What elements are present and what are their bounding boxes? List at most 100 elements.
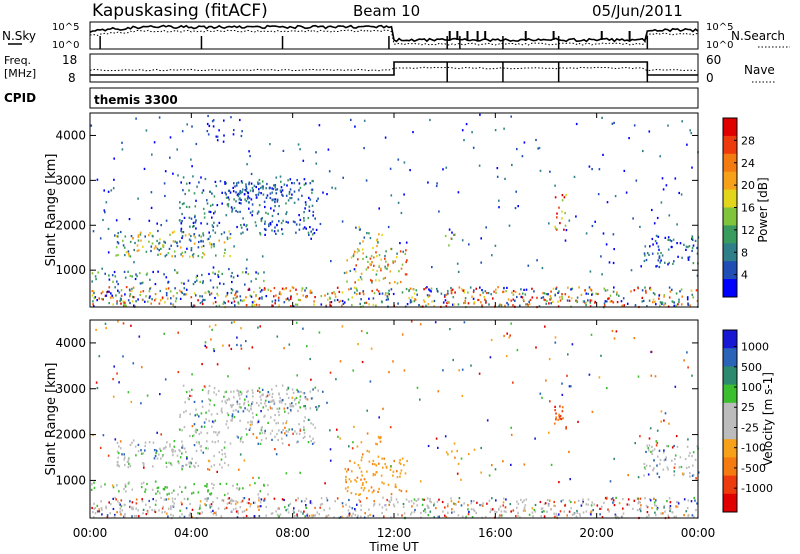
range-cell [561, 194, 564, 197]
range-cell [665, 184, 668, 187]
range-cell [121, 453, 123, 456]
range-cell [197, 491, 200, 494]
range-cell [239, 440, 242, 443]
range-cell [664, 302, 667, 305]
range-cell [211, 482, 213, 485]
range-cell [328, 507, 331, 510]
range-cell [326, 193, 328, 196]
range-cell [155, 492, 157, 495]
range-cell [194, 236, 197, 239]
range-cell [673, 260, 675, 263]
range-cell [402, 250, 404, 253]
range-cell [550, 508, 552, 511]
range-cell [331, 186, 333, 189]
range-cell [285, 212, 287, 216]
range-cell [381, 301, 383, 304]
range-cell [103, 189, 105, 192]
range-cell [161, 297, 164, 300]
range-cell [663, 459, 666, 462]
range-cell [428, 294, 431, 297]
range-cell [654, 511, 656, 514]
range-cell [227, 414, 230, 417]
range-cell [347, 486, 349, 489]
range-cell [622, 498, 624, 501]
range-cell [609, 300, 612, 303]
range-cell [209, 279, 212, 282]
range-cell [261, 289, 263, 292]
range-cell [651, 237, 654, 241]
range-cell [641, 289, 644, 292]
range-cell [131, 501, 134, 504]
noise-left-bottom-tick: 10^0 [52, 40, 79, 51]
colorbar-cell [723, 366, 737, 386]
range-cell [298, 423, 300, 426]
range-cell [267, 391, 270, 394]
range-cell [232, 508, 235, 511]
range-cell [648, 437, 651, 440]
range-cell [172, 304, 175, 307]
range-cell [306, 512, 309, 516]
range-cell [387, 483, 390, 486]
range-cell [370, 347, 373, 350]
range-cell [219, 282, 221, 285]
range-cell [367, 266, 369, 269]
range-cell [314, 514, 316, 517]
range-cell [354, 508, 356, 511]
range-cell [309, 435, 311, 438]
range-cell [139, 282, 142, 285]
range-cell [368, 460, 371, 463]
range-cell [509, 334, 511, 337]
range-cell [231, 419, 233, 422]
range-cell [359, 292, 361, 295]
range-cell [452, 303, 454, 306]
range-cell [247, 400, 250, 403]
range-cell [285, 202, 287, 205]
range-cell [524, 509, 526, 512]
range-cell [237, 392, 240, 395]
range-cell [322, 390, 324, 393]
range-cell [380, 267, 382, 270]
range-cell [231, 415, 234, 418]
range-cell [561, 382, 563, 385]
range-cell [150, 206, 153, 209]
range-cell [250, 280, 253, 283]
range-cell [157, 486, 160, 489]
range-cell [237, 512, 239, 515]
range-cell [199, 500, 202, 503]
range-cell [129, 240, 132, 243]
range-cell [294, 397, 296, 401]
range-cell [473, 302, 475, 305]
range-cell [556, 514, 558, 517]
range-cell [491, 464, 493, 467]
range-cell [435, 184, 438, 188]
range-cell [252, 501, 255, 504]
range-cell [353, 291, 356, 294]
range-cell [304, 289, 306, 292]
range-cell [209, 399, 212, 402]
range-cell [191, 125, 193, 128]
range-cell [461, 394, 464, 397]
range-cell [687, 256, 690, 259]
range-cell [305, 506, 308, 509]
range-cell [680, 288, 683, 291]
range-cell [341, 502, 344, 505]
range-cell [284, 410, 286, 413]
range-cell [637, 502, 639, 505]
range-cell [188, 216, 191, 219]
range-cell [227, 300, 230, 303]
range-cell [488, 303, 490, 306]
range-cell [240, 202, 242, 205]
range-cell [521, 296, 524, 299]
range-cell [208, 231, 210, 234]
range-cell [498, 515, 500, 518]
range-cell [118, 381, 120, 384]
range-cell [554, 196, 557, 199]
range-cell [247, 195, 249, 198]
range-cell [369, 380, 372, 383]
range-cell [243, 299, 245, 302]
range-cell [521, 501, 524, 504]
range-cell [176, 271, 178, 274]
range-cell [383, 482, 385, 485]
range-cell [357, 258, 359, 261]
range-cell [196, 413, 199, 416]
